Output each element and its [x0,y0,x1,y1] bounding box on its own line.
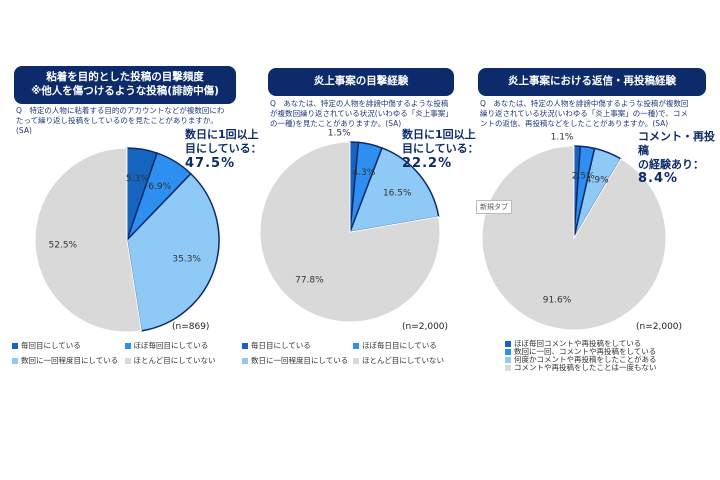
annotation: 数日に1回以上 目にしている： 47.5% [185,128,262,172]
annotation-line: 目にしている： [402,141,479,155]
chart-title: 粘着を目的とした投稿の目撃頻度 ※他人を傷つけるような投稿(誹謗中傷) [14,66,236,104]
pie-slice [259,141,441,323]
legend-item: 毎日目にしている [242,340,311,351]
legend-label: 数日に一回程度目にしている [251,356,349,365]
annotation-line: 8.4% [638,171,679,187]
annotation-line: の経験あり： [638,157,704,171]
slice-label: 1.1% [551,132,574,142]
legend-swatch [353,357,359,364]
slice-label: 16.5% [383,189,412,199]
legend-label: ほぼ毎日目にしている [362,341,437,350]
legend-item: 数回に一回、コメントや再投稿をしている [505,346,656,357]
legend-label: ほぼ毎回目にしている [133,341,209,350]
legend-label: ほとんど目にしていない [362,356,445,365]
legend-swatch [505,348,511,355]
annotation-line: 47.5% [185,155,236,171]
slice-label: 77.8% [295,276,324,286]
legend-label: 毎回目にしている [21,341,81,350]
pie-slice [348,146,440,233]
legend-swatch [124,357,131,364]
chart-title: 炎上事案の目撃経験 [268,68,454,96]
legend-item: ほぼ毎回目にしている [124,340,209,351]
legend-label: 数回に一回、コメントや再投稿をしている [514,347,657,356]
legend-swatch [505,364,511,371]
slice-label: 52.5% [49,241,78,251]
legend-swatch [505,340,511,347]
annotation-line: 目にしている： [185,141,262,155]
legend-item: 毎回目にしている [12,340,81,351]
annotation: コメント・再投稿 の経験あり： 8.4% [638,130,720,188]
slice-label: 35.3% [172,254,201,264]
sample-size: (n=2,000) [636,322,683,332]
legend-swatch [353,342,359,349]
pie-slice [34,147,142,333]
legend-label: 毎日目にしている [251,341,311,350]
legend-item: 数日に一回程度目にしている [242,355,348,366]
legend-swatch [12,357,18,364]
annotation-line: 数日に1回以上 [402,128,476,141]
annotation-line: 22.2% [402,155,453,171]
legend-label: 何度かコメントや再投稿をしたことがある [514,355,657,364]
legend-item: 何度かコメントや再投稿をしたことがある [505,354,657,365]
question: Q 特定の人物に粘着する目的のアカウントなどが複数回にわたって繰り返し投稿をして… [16,106,225,135]
slice-label: 4.3% [352,168,375,178]
sample-size: (n=869) [172,322,210,332]
legend-item: ほとんど目にしていない [353,355,444,366]
legend-item: コメントや再投稿をしたことは一度もない [505,362,657,373]
slice-label: 5.3% [126,174,149,184]
slice-label: 91.6% [543,296,572,306]
pie-slice [481,145,667,331]
annotation-line: コメント・再投稿 [638,130,715,157]
legend-label: ほぼ毎回コメントや再投稿をしている [514,339,642,348]
chart-title: 炎上事案における返信・再投稿経験 [478,68,706,96]
legend-swatch [242,357,248,364]
tooltip: 新規タブ [476,200,512,214]
question: Q あなたは、特定の人物を誹謗中傷するような投稿が複数回繰り返されている状況(い… [480,99,689,128]
legend-swatch [124,342,131,349]
slice-label: 6.9% [148,182,171,192]
legend-label: コメントや再投稿をしたことは一度もない [514,363,657,372]
legend-item: ほぼ毎回コメントや再投稿をしている [505,338,641,349]
legend-label: 数回に一回程度目にしている [21,356,119,365]
legend-label: ほとんど目にしていない [133,356,216,365]
slice-label: 2.5% [572,172,595,182]
pie-slice [126,172,220,332]
legend-swatch [505,356,511,363]
annotation: 数日に1回以上 目にしている： 22.2% [402,128,479,172]
question: Q あなたは、特定の人物を誹謗中傷するような投稿が複数回繰り返されている状況(い… [270,99,449,128]
legend-item: ほとんど目にしていない [124,355,216,366]
legend-item: 数回に一回程度目にしている [12,355,118,366]
slice-label: 4.9% [586,175,609,185]
annotation-line: 数日に1回以上 [185,128,259,141]
legend-swatch [12,342,18,349]
slice-label: 1.5% [328,129,351,139]
legend-item: ほぼ毎日目にしている [353,340,437,351]
legend-swatch [242,342,248,349]
sample-size: (n=2,000) [402,322,449,332]
